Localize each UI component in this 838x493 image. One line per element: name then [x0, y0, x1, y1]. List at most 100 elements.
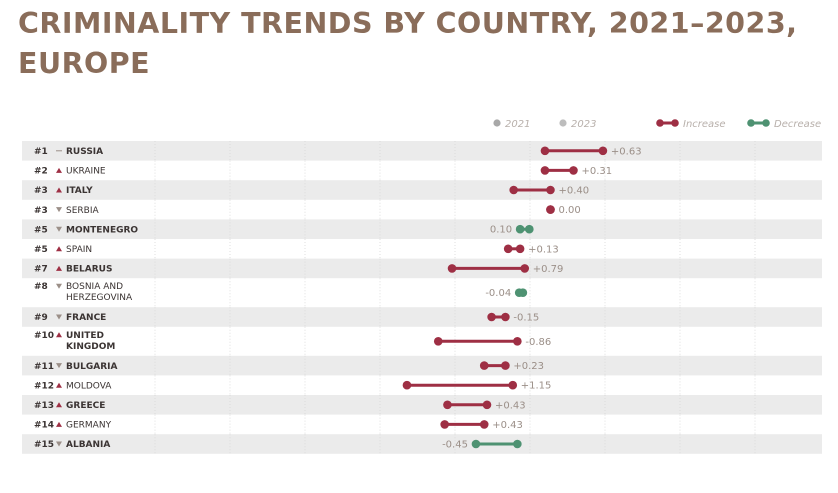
trend-icon [56, 246, 62, 252]
row-band [22, 258, 822, 279]
point-2023 [471, 439, 481, 449]
rank-label: #5 [34, 245, 48, 255]
point-2023 [501, 312, 510, 322]
rank-label: #8 [34, 282, 48, 292]
table-row: #11 BULGARIA +0.23 [22, 355, 822, 376]
row-band [22, 180, 822, 200]
point-2023 [546, 185, 555, 195]
legend-increase-label: Increase [683, 119, 726, 130]
point-2023 [546, 205, 555, 214]
table-row: #13 GREECE +0.43 [22, 395, 822, 415]
point-2023 [479, 420, 489, 429]
rank-label: #11 [34, 362, 54, 372]
country-label: SERBIA [66, 206, 99, 216]
legend-decrease-start-dot [747, 119, 755, 127]
country-label: MONTENEGRO [66, 225, 138, 235]
rank-label: #2 [34, 167, 48, 177]
delta-label: +0.79 [533, 264, 564, 275]
country-label: MOLDOVA [66, 381, 112, 391]
table-row: #3 SERBIA 0.00 [34, 199, 756, 220]
trend-icon [56, 421, 62, 427]
point-2023 [514, 288, 524, 298]
country-label: GERMANY [66, 421, 112, 431]
rank-label: #3 [34, 186, 48, 196]
row-band [22, 395, 822, 415]
point-2021 [540, 166, 550, 175]
legend-2023-marker [559, 119, 567, 127]
point-2021 [440, 420, 449, 429]
delta-label: +0.31 [581, 166, 612, 177]
delta-label: +0.43 [492, 420, 523, 431]
trend-icon [56, 402, 62, 408]
country-label: ITALY [66, 186, 93, 196]
table-row: #3 ITALY +0.40 [22, 180, 822, 200]
trend-icon [56, 207, 62, 213]
legend-decrease-end-dot [762, 119, 770, 127]
rank-label: #1 [34, 147, 48, 157]
trend-icon [56, 363, 62, 369]
country-label: GREECE [66, 401, 105, 411]
legend-increase-end-dot [671, 119, 679, 127]
trend-icon [56, 332, 62, 338]
delta-label: +1.15 [521, 381, 552, 392]
row-band [22, 434, 822, 454]
point-2023 [508, 380, 518, 390]
rank-label: #12 [34, 381, 54, 391]
point-2023 [482, 400, 492, 410]
table-row: #15 ALBANIA -0.45 [22, 434, 822, 454]
point-2021 [479, 361, 489, 370]
delta-label: -0.45 [442, 440, 468, 451]
row-band [22, 141, 822, 161]
row-band [22, 355, 822, 376]
table-row: #14 GERMANY +0.43 [34, 414, 756, 435]
point-2023 [513, 337, 522, 346]
chart-title: CRIMINALITY TRENDS BY COUNTRY, 2021–2023… [18, 4, 833, 84]
rank-label: #13 [34, 401, 54, 411]
rank-label: #9 [34, 313, 48, 323]
delta-label: +0.43 [495, 400, 526, 411]
point-2023 [515, 224, 525, 234]
point-2021 [513, 439, 522, 449]
table-row: #7 BELARUS +0.79 [22, 258, 822, 279]
rank-label: #14 [34, 421, 54, 431]
country-label: UNITED [66, 331, 104, 341]
point-2021 [433, 337, 443, 346]
delta-label: -0.86 [525, 337, 551, 348]
legend-increase-start-dot [656, 119, 664, 127]
country-label: FRANCE [66, 313, 106, 323]
delta-label: +0.40 [558, 186, 589, 197]
country-label: ALBANIA [66, 440, 110, 450]
rank-label: #10 [34, 331, 54, 341]
point-2021 [487, 312, 496, 322]
chart-title-line-1: CRIMINALITY TRENDS BY COUNTRY, 2021–2023… [18, 7, 798, 40]
table-row: #5 MONTENEGRO 0.10 [22, 219, 822, 239]
rank-label: #15 [34, 440, 54, 450]
country-label: BULGARIA [66, 362, 118, 372]
chart-rows: #1 RUSSIA +0.63#2 UKRAINE +0.31#3 ITALY +0.40#… [22, 141, 822, 454]
legend-decrease-label: Decrease [774, 119, 821, 130]
table-row: #1 RUSSIA +0.63 [22, 141, 822, 161]
trend-icon [56, 283, 62, 289]
point-2021 [525, 224, 534, 234]
point-2023 [515, 244, 525, 254]
delta-label: +0.23 [513, 361, 544, 372]
country-label: HERZEGOVINA [66, 293, 133, 303]
trend-icon [56, 265, 62, 271]
delta-label: +0.13 [528, 244, 559, 255]
trend-icon [56, 167, 62, 173]
legend-2021-marker [493, 119, 501, 127]
trend-icon [56, 382, 62, 388]
point-2021 [443, 400, 452, 410]
point-2021 [447, 264, 457, 273]
country-label: RUSSIA [66, 147, 103, 157]
legend-2023-label: 2023 [571, 119, 596, 130]
trend-icon [56, 226, 62, 232]
legend: 2021 2023 Increase Decrease [493, 119, 821, 130]
point-2023 [520, 264, 530, 273]
point-2021 [540, 146, 550, 156]
trend-icon [56, 187, 62, 193]
country-label: BELARUS [66, 265, 112, 275]
legend-2021-label: 2021 [505, 119, 530, 130]
